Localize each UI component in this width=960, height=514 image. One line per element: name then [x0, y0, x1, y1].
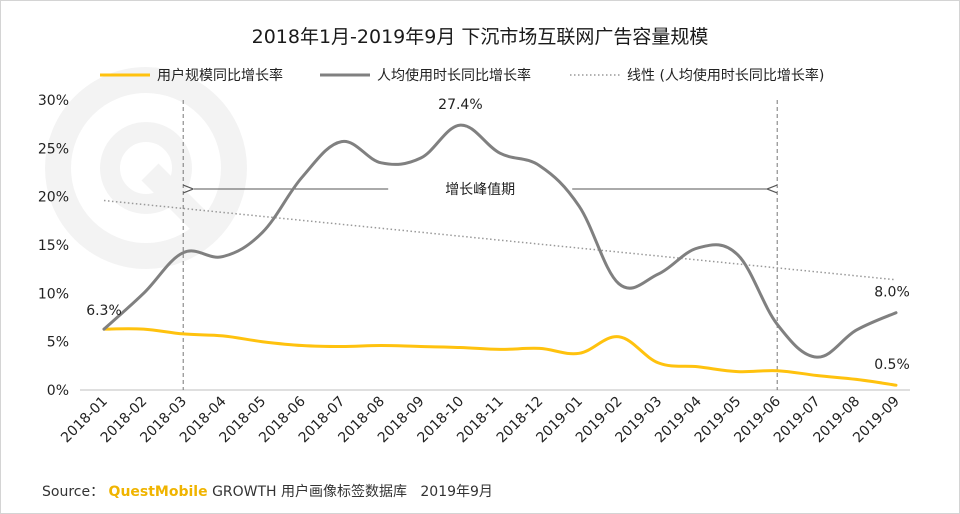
watermark: [45, 67, 247, 269]
peak-period-guides: [182, 100, 778, 390]
series-lines: [102, 123, 898, 387]
peak-period-annotation: 增长峰值期: [445, 182, 515, 198]
legend-label-trendline: 线性 (人均使用时长同比增长率): [627, 67, 824, 84]
source-date: 2019年9月: [420, 484, 493, 500]
y-tick-label: 15%: [38, 238, 69, 254]
user-growth-series-line: [102, 327, 898, 387]
y-axis-ticks: 0% 5% 10% 15% 20% 25% 30%: [38, 93, 69, 399]
y-tick-label: 25%: [38, 141, 69, 157]
source-product: GROWTH 用户画像标签数据库: [212, 484, 408, 500]
y-tick-label: 20%: [38, 190, 69, 206]
trendline-group: [103, 199, 897, 281]
trendline: [103, 199, 897, 281]
data-label: 0.5%: [874, 357, 910, 373]
y-tick-label: 5%: [47, 335, 69, 351]
legend-label-user-growth: 用户规模同比增长率: [157, 67, 283, 84]
chart-title: 2018年1月-2019年9月 下沉市场互联网广告容量规模: [252, 26, 709, 48]
legend-label-usage-growth: 人均使用时长同比增长率: [377, 67, 531, 84]
data-labels: 6.3% 27.4% 8.0% 0.5%: [86, 97, 910, 373]
x-axis-ticks: 2018-012018-022018-032018-042018-052018-…: [58, 393, 903, 446]
legend: 用户规模同比增长率 人均使用时长同比增长率 线性 (人均使用时长同比增长率): [100, 67, 824, 84]
data-label: 27.4%: [438, 97, 482, 113]
data-label: 8.0%: [874, 285, 910, 301]
y-tick-label: 30%: [38, 93, 69, 109]
source-brand: QuestMobile: [108, 484, 208, 500]
data-label: 6.3%: [86, 303, 122, 319]
y-tick-label: 0%: [47, 383, 69, 399]
source-footnote: Source： QuestMobile GROWTH 用户画像标签数据库 201…: [42, 481, 493, 501]
peak-period-label: 增长峰值期: [445, 182, 515, 198]
y-tick-label: 10%: [38, 286, 69, 302]
usage-growth-series-line: [102, 123, 898, 359]
source-prefix: Source：: [42, 484, 105, 500]
